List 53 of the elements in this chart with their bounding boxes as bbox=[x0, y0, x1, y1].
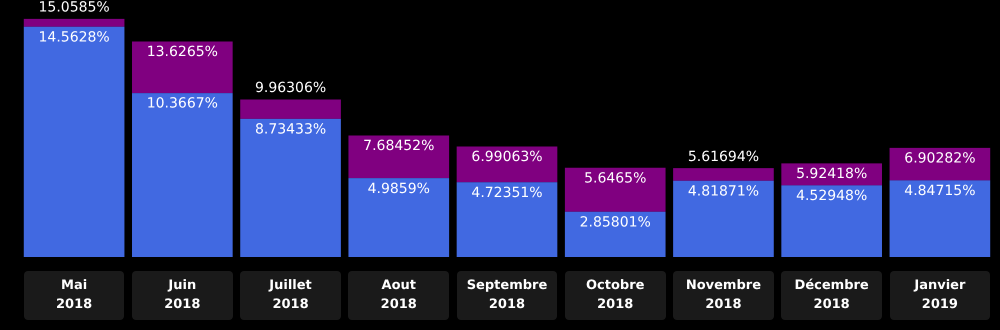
data-label: 8.73433% bbox=[254, 122, 326, 138]
total-label: 5.92418% bbox=[796, 166, 868, 182]
bar bbox=[348, 135, 450, 178]
label-tag: Juillet 2018 bbox=[240, 271, 341, 320]
label-tag: Aout 2018 bbox=[348, 271, 450, 320]
data-label: 4.72351% bbox=[471, 184, 543, 201]
total-label: 6.99063% bbox=[471, 149, 543, 166]
x-tick-label: Juillet 2018 bbox=[268, 277, 313, 314]
bar bbox=[24, 18, 124, 27]
total-label: 5.61694% bbox=[688, 148, 760, 165]
x-tick-label: Octobre 2018 bbox=[584, 277, 646, 314]
data-label: 4.9859% bbox=[368, 180, 430, 197]
bar bbox=[564, 168, 666, 212]
x-tick-label: Novembre 2018 bbox=[684, 277, 762, 314]
total-label: 7.68452% bbox=[363, 138, 434, 154]
bar bbox=[24, 26, 124, 257]
label-tag: Septembre 2018 bbox=[456, 271, 558, 320]
bar bbox=[456, 182, 558, 257]
total-label: 5.6465% bbox=[584, 170, 646, 186]
data-label: 14.5628% bbox=[38, 29, 110, 46]
data-label: 4.84715% bbox=[904, 182, 976, 199]
label-tag: Novembre 2018 bbox=[673, 271, 774, 320]
x-tick-label: Décembre 2018 bbox=[794, 277, 870, 314]
bar bbox=[132, 93, 233, 257]
data-label: 2.85801% bbox=[580, 214, 651, 230]
label-tag: Mai 2018 bbox=[24, 271, 124, 320]
label-tag: Juin 2018 bbox=[132, 271, 233, 320]
bar bbox=[564, 212, 666, 257]
bar bbox=[132, 42, 233, 94]
total-label: 9.96306% bbox=[254, 80, 326, 96]
total-label: 13.6265% bbox=[146, 44, 218, 60]
bar bbox=[456, 146, 558, 182]
label-tag: Janvier 2019 bbox=[890, 271, 990, 320]
bar bbox=[890, 148, 990, 180]
data-label: 4.52948% bbox=[796, 188, 868, 204]
bar bbox=[781, 185, 882, 257]
x-tick-label: Juin 2018 bbox=[163, 277, 202, 314]
label-tag: Octobre 2018 bbox=[564, 271, 666, 320]
bar bbox=[240, 118, 341, 257]
total-label: 15.0585% bbox=[38, 0, 110, 16]
x-tick-label: Septembre 2018 bbox=[466, 277, 548, 314]
bar bbox=[348, 178, 450, 257]
data-label: 4.81871% bbox=[688, 183, 760, 200]
label-tag: Décembre 2018 bbox=[781, 271, 882, 320]
bar bbox=[673, 180, 774, 257]
bar bbox=[890, 180, 990, 257]
x-tick-label: Janvier 2019 bbox=[912, 277, 966, 314]
data-label: 10.3667% bbox=[146, 96, 218, 112]
bar bbox=[240, 99, 341, 119]
x-tick-label: Mai 2018 bbox=[55, 277, 94, 314]
x-tick-label: Aout 2018 bbox=[380, 277, 418, 314]
total-label: 6.90282% bbox=[904, 150, 976, 166]
bar bbox=[673, 168, 774, 181]
